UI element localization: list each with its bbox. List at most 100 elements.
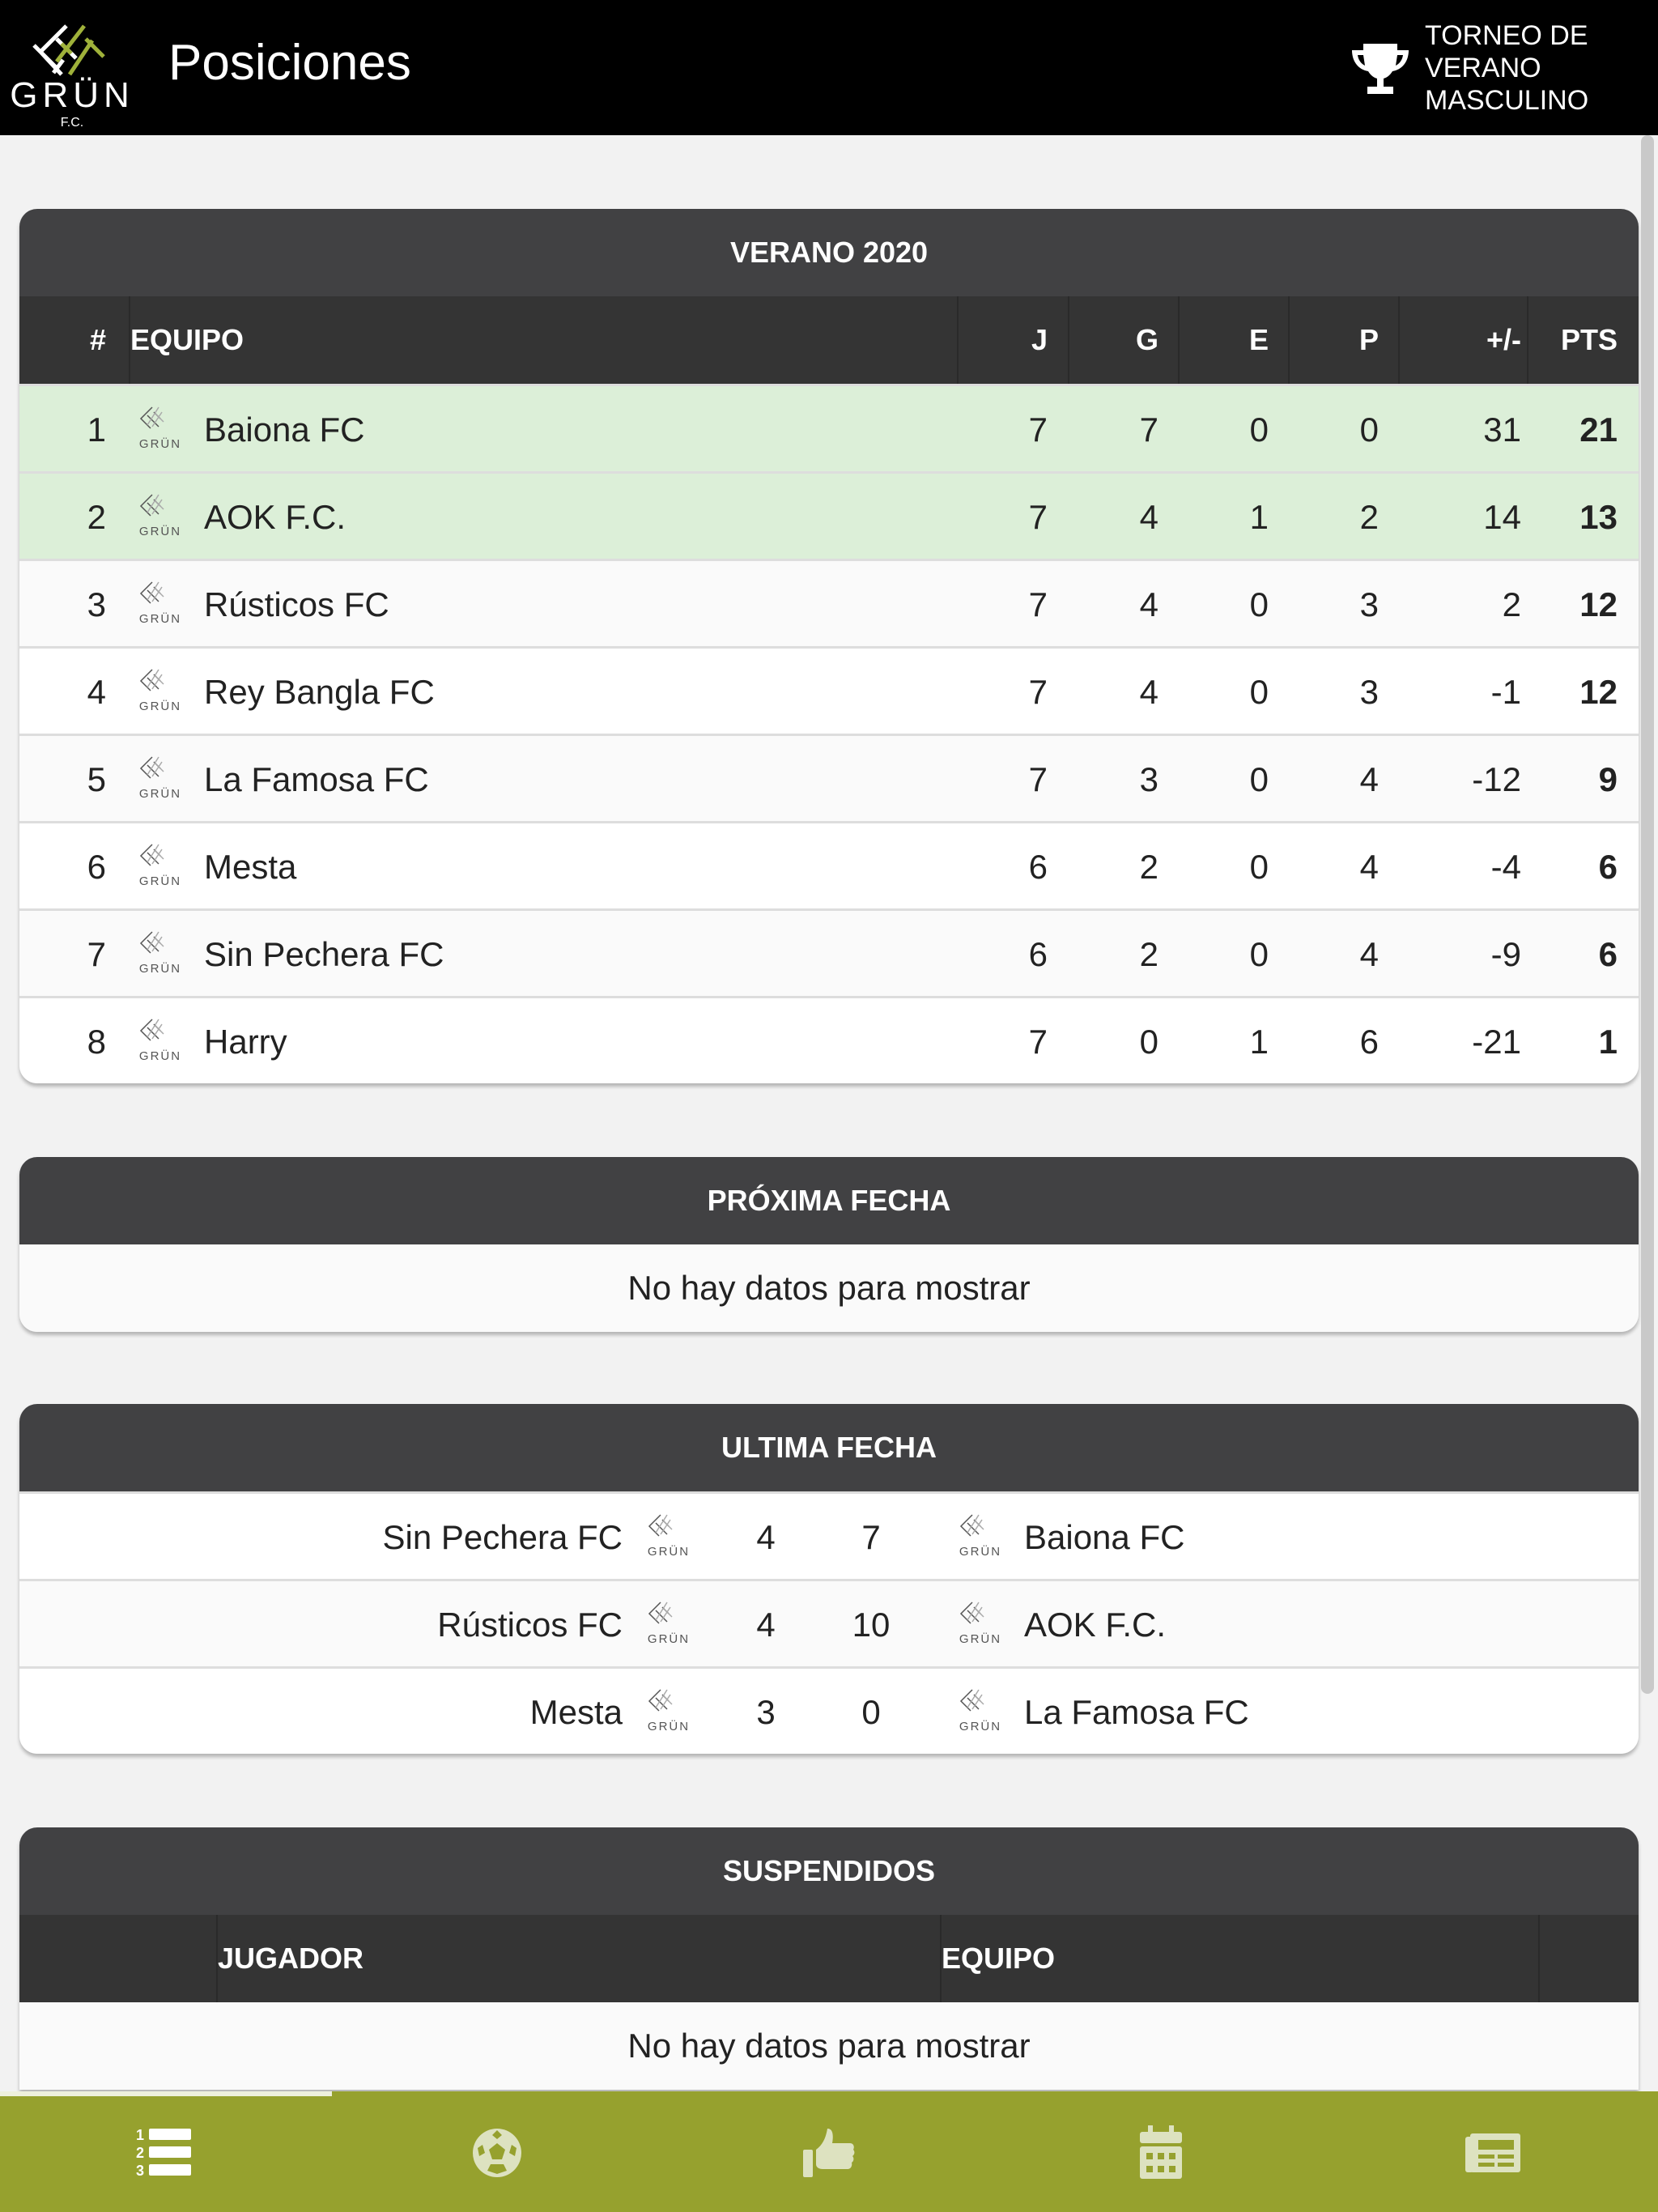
last-matchday-title: ULTIMA FECHA bbox=[19, 1404, 1639, 1491]
team-name[interactable]: Mesta bbox=[204, 848, 297, 886]
team-logo bbox=[134, 561, 186, 649]
tournament-line: TORNEO DE bbox=[1425, 20, 1588, 51]
cell-diff: 31 bbox=[1483, 410, 1521, 449]
cell-j: 6 bbox=[1028, 935, 1048, 973]
team-name[interactable]: AOK F.C. bbox=[204, 498, 346, 536]
cell-pos: 2 bbox=[87, 498, 106, 536]
away-team: La Famosa FC bbox=[1024, 1693, 1249, 1731]
standings-header: # EQUIPO J G E P +/- PTS bbox=[19, 296, 1639, 384]
col-pts: PTS bbox=[1560, 323, 1618, 356]
cell-e: 1 bbox=[1249, 498, 1269, 536]
col-player: JUGADOR bbox=[218, 1942, 364, 1975]
away-logo bbox=[954, 1669, 1006, 1754]
tournament-line: MASCULINO bbox=[1425, 85, 1589, 116]
col-team: EQUIPO bbox=[942, 1942, 1056, 1975]
soccer-ball-icon[interactable] bbox=[468, 2124, 526, 2182]
next-matchday-card: PRÓXIMA FECHA No hay datos para mostrar bbox=[19, 1157, 1639, 1332]
cell-pts: 13 bbox=[1579, 498, 1618, 536]
team-logo bbox=[134, 736, 186, 823]
col-j: J bbox=[1031, 323, 1048, 356]
col-e: E bbox=[1248, 323, 1269, 356]
cell-e: 0 bbox=[1249, 760, 1269, 798]
news-icon[interactable] bbox=[1464, 2124, 1522, 2182]
grun-logo: GRÜN F.C. bbox=[11, 24, 133, 129]
empty-message: No hay datos para mostrar bbox=[19, 1244, 1639, 1332]
table-row[interactable]: 5 La Famosa FC 7 3 0 4 -12 9 bbox=[19, 734, 1639, 821]
cell-j: 6 bbox=[1028, 848, 1048, 886]
svg-text:GRÜN: GRÜN bbox=[11, 75, 133, 115]
team-name[interactable]: Sin Pechera FC bbox=[204, 935, 444, 973]
match-row[interactable]: Rústicos FC 4 10 AOK F.C. bbox=[19, 1579, 1639, 1666]
match-row[interactable]: Mesta 3 0 La Famosa FC bbox=[19, 1666, 1639, 1754]
team-name[interactable]: Rústicos FC bbox=[204, 585, 389, 623]
trophy-icon bbox=[1352, 44, 1409, 94]
svg-text:1: 1 bbox=[136, 2127, 144, 2143]
table-row[interactable]: 6 Mesta 6 2 0 4 -4 6 bbox=[19, 821, 1639, 908]
thumbs-up-icon[interactable] bbox=[800, 2124, 858, 2182]
table-row[interactable]: 3 Rústicos FC 7 4 0 3 2 12 bbox=[19, 559, 1639, 646]
cell-pos: 8 bbox=[87, 1023, 106, 1061]
app-header: GRÜN F.C. Posiciones TORNEO DE VERANO MA… bbox=[0, 0, 1658, 135]
cell-g: 3 bbox=[1139, 760, 1158, 798]
cell-pos: 3 bbox=[87, 585, 106, 623]
cell-pts: 9 bbox=[1598, 760, 1618, 798]
cell-j: 7 bbox=[1028, 673, 1048, 711]
team-name[interactable]: La Famosa FC bbox=[204, 760, 429, 798]
empty-message: No hay datos para mostrar bbox=[19, 2002, 1639, 2090]
standings-card: VERANO 2020 # EQUIPO J G E P +/- PTS 1 Ba… bbox=[19, 209, 1639, 1083]
team-name[interactable]: Rey Bangla FC bbox=[204, 673, 435, 711]
cell-p: 3 bbox=[1359, 673, 1379, 711]
cell-pts: 12 bbox=[1579, 673, 1618, 711]
away-score: 10 bbox=[852, 1606, 891, 1644]
team-name[interactable]: Harry bbox=[204, 1023, 287, 1061]
cell-e: 0 bbox=[1249, 848, 1269, 886]
team-logo bbox=[134, 474, 186, 561]
match-row[interactable]: Sin Pechera FC 4 7 Baiona FC bbox=[19, 1491, 1639, 1579]
cell-j: 7 bbox=[1028, 410, 1048, 449]
table-row[interactable]: 4 Rey Bangla FC 7 4 0 3 -1 12 bbox=[19, 646, 1639, 734]
cell-p: 3 bbox=[1359, 585, 1379, 623]
cell-diff: -1 bbox=[1490, 673, 1521, 711]
team-name[interactable]: Baiona FC bbox=[204, 410, 365, 449]
cell-diff: 2 bbox=[1502, 585, 1521, 623]
cell-pts: 6 bbox=[1598, 935, 1618, 973]
home-logo bbox=[643, 1494, 695, 1581]
table-row[interactable]: 7 Sin Pechera FC 6 2 0 4 -9 6 bbox=[19, 908, 1639, 996]
table-row[interactable]: 1 Baiona FC 7 7 0 0 31 21 bbox=[19, 384, 1639, 471]
cell-pos: 1 bbox=[87, 410, 106, 449]
home-score: 4 bbox=[756, 1606, 776, 1644]
cell-p: 4 bbox=[1359, 848, 1379, 886]
tournament-name[interactable]: TORNEO DE VERANO MASCULINO bbox=[1425, 19, 1643, 117]
away-team: AOK F.C. bbox=[1024, 1606, 1167, 1644]
cell-pos: 7 bbox=[87, 935, 106, 973]
cell-g: 4 bbox=[1139, 673, 1158, 711]
cell-p: 0 bbox=[1359, 410, 1379, 449]
home-team: Sin Pechera FC bbox=[382, 1518, 623, 1556]
cell-g: 7 bbox=[1139, 410, 1158, 449]
col-team: EQUIPO bbox=[130, 323, 244, 356]
cell-pts: 6 bbox=[1598, 848, 1618, 886]
table-row[interactable]: 8 Harry 7 0 1 6 -21 1 bbox=[19, 996, 1639, 1083]
away-score: 7 bbox=[861, 1518, 881, 1556]
standings-title: VERANO 2020 bbox=[19, 209, 1639, 296]
team-logo bbox=[134, 998, 186, 1083]
calendar-icon[interactable] bbox=[1132, 2124, 1190, 2182]
cell-pts: 1 bbox=[1598, 1023, 1618, 1061]
home-score: 3 bbox=[756, 1693, 776, 1731]
suspended-title: SUSPENDIDOS bbox=[19, 1827, 1639, 1915]
standings-icon[interactable]: 1 2 3 bbox=[136, 2124, 194, 2182]
away-score: 0 bbox=[861, 1693, 881, 1731]
team-logo bbox=[134, 649, 186, 736]
cell-e: 0 bbox=[1249, 935, 1269, 973]
suspended-card: SUSPENDIDOS JUGADOR EQUIPO No hay datos … bbox=[19, 1827, 1639, 2090]
scrollbar[interactable] bbox=[1641, 135, 1654, 1694]
page-title: Posiciones bbox=[168, 35, 411, 91]
cell-diff: -4 bbox=[1490, 848, 1521, 886]
active-tab-indicator bbox=[0, 2091, 332, 2096]
svg-text:2: 2 bbox=[136, 2145, 144, 2161]
cell-g: 0 bbox=[1139, 1023, 1158, 1061]
cell-j: 7 bbox=[1028, 1023, 1048, 1061]
cell-pos: 5 bbox=[87, 760, 106, 798]
cell-diff: -9 bbox=[1490, 935, 1521, 973]
table-row[interactable]: 2 AOK F.C. 7 4 1 2 14 13 bbox=[19, 471, 1639, 559]
